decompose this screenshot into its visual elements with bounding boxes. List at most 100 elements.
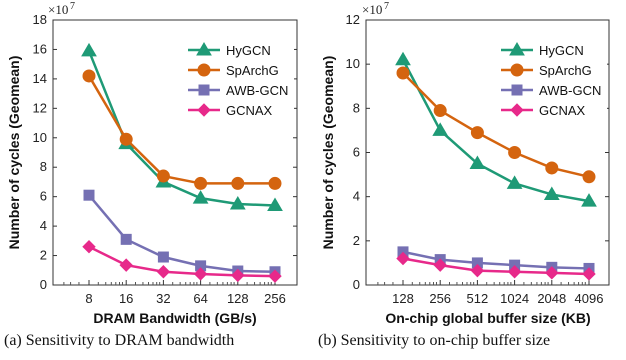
y-tick-label: 0 [353, 277, 360, 292]
x-tick-label: 32 [156, 291, 170, 306]
data-point [543, 186, 560, 200]
legend-marker [509, 42, 525, 56]
series-awb-gcn [83, 189, 281, 278]
y-tick-label: 8 [40, 159, 47, 174]
y-scale-power: 7 [384, 1, 389, 12]
y-tick-label: 6 [40, 189, 47, 204]
plot-frame [52, 19, 298, 286]
legend-marker [196, 42, 212, 56]
x-tick-label: 2048 [537, 291, 566, 306]
data-point [469, 155, 486, 170]
data-point [545, 161, 559, 175]
y-tick-label: 6 [353, 145, 360, 160]
caption-a: (a) Sensitivity to DRAM bandwidth [4, 332, 235, 349]
legend-label: GCNAX [539, 103, 586, 118]
data-point [433, 104, 447, 118]
data-point [119, 258, 133, 272]
data-point [193, 267, 208, 281]
data-point [396, 66, 410, 80]
legend-marker [510, 63, 524, 77]
y-scale-exponent: ×10 [362, 2, 382, 17]
y-tick-label: 4 [40, 218, 47, 233]
data-point [156, 265, 171, 279]
data-point [396, 251, 410, 266]
data-point [120, 233, 132, 245]
y-tick-label: 2 [353, 233, 360, 248]
x-tick-label: 8 [85, 291, 92, 306]
data-point [119, 132, 133, 146]
series-line [88, 194, 276, 273]
x-tick-label: 16 [119, 291, 133, 306]
series-awb-gcn [397, 246, 595, 274]
y-tick-label: 8 [353, 100, 360, 115]
x-tick-label: 128 [227, 291, 249, 306]
x-tick-label: 64 [193, 291, 207, 306]
series-line [402, 257, 590, 276]
data-point [508, 146, 522, 159]
series-sparchg [82, 69, 282, 190]
y-tick-label: 18 [33, 12, 47, 27]
legend-marker [198, 84, 210, 96]
y-tick-label: 12 [346, 12, 360, 27]
data-point [470, 263, 485, 278]
x-tick-label: 128 [392, 291, 414, 306]
x-tick-label: 512 [467, 291, 489, 306]
y-tick-label: 10 [346, 56, 360, 71]
data-point [507, 265, 522, 279]
data-point [82, 69, 96, 83]
legend-label: AWB-GCN [226, 83, 288, 98]
legend: HyGCN SpArchG AWB-GCN GCNAX [499, 38, 607, 122]
legend-label: AWB-GCN [539, 83, 601, 98]
data-point [582, 267, 596, 281]
legend-label: HyGCN [226, 43, 271, 58]
x-tick-label: 256 [429, 291, 451, 306]
data-point [231, 176, 245, 190]
x-tick-label: 256 [264, 291, 286, 306]
data-point [194, 176, 208, 190]
data-point [268, 269, 282, 283]
series-hygcn [395, 51, 597, 207]
y-axis-label: Number of cycles (Geomean) [6, 56, 22, 250]
data-point [395, 51, 411, 66]
y-tick-label: 2 [40, 248, 47, 263]
legend-label: GCNAX [226, 103, 273, 118]
data-point [267, 197, 283, 211]
legend-marker [197, 63, 211, 77]
data-point [470, 126, 484, 140]
series-sparchg [396, 66, 596, 184]
data-point [82, 240, 96, 254]
chart-a: 0 2 4 6 8 10 12 14 16 18 8 16 32 64 128 256 ×10 7 DRAM Ban… [6, 1, 298, 326]
y-tick-label: 0 [40, 277, 47, 292]
data-point [83, 189, 95, 201]
legend-label: SpArchG [539, 63, 592, 78]
y-tick-label: 16 [33, 41, 47, 56]
data-point [268, 176, 282, 190]
legend-marker [510, 103, 524, 117]
y-scale-power: 7 [70, 1, 75, 12]
data-point [506, 175, 523, 189]
data-point [581, 193, 597, 207]
data-point [157, 251, 169, 263]
data-point [231, 268, 245, 283]
data-point [229, 196, 246, 210]
series-line [401, 59, 590, 203]
y-tick-label: 12 [33, 100, 47, 115]
x-tick-label: 4096 [575, 291, 604, 306]
x-axis-label: On-chip global buffer size (KB) [385, 310, 590, 326]
y-tick-label: 14 [33, 71, 47, 86]
y-tick-label: 4 [353, 189, 360, 204]
caption-b: (b) Sensitivity to on-chip buffer size [318, 332, 551, 349]
series-gcnax [82, 240, 282, 283]
y-scale-exponent: ×10 [48, 2, 68, 17]
legend-marker [511, 84, 523, 96]
legend-label: SpArchG [226, 63, 279, 78]
data-point [433, 258, 447, 272]
x-axis-label: DRAM Bandwidth (GB/s) [93, 310, 256, 326]
data-point [81, 42, 97, 57]
chart-b: 0 2 4 6 8 10 12 128 256 512 1024 2048 4096 ×10 7 On-chi… [320, 1, 610, 326]
y-axis-label: Number of cycles (Geomean) [320, 56, 336, 250]
legend: HyGCN SpArchG AWB-GCN GCNAX [186, 38, 294, 122]
data-point [156, 169, 170, 183]
data-point [582, 170, 596, 184]
